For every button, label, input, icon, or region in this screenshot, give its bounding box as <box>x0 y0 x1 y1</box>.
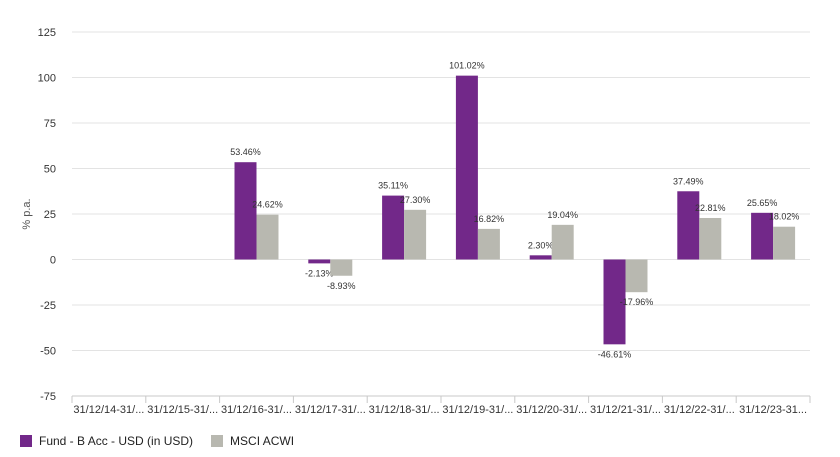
data-label-index: 27.30% <box>400 195 431 205</box>
y-tick-label: -25 <box>40 300 56 312</box>
bar-index <box>256 214 279 260</box>
bar-fund <box>234 162 257 260</box>
bar-fund <box>308 259 331 264</box>
data-label-index: 16.82% <box>474 214 505 224</box>
legend-swatch-index <box>211 435 224 447</box>
x-tick-label: 31/12/16-31/... <box>221 404 292 416</box>
x-tick-label: 31/12/22-31/... <box>664 404 735 416</box>
y-tick-label: 100 <box>38 73 56 85</box>
bar-fund <box>455 75 478 260</box>
bar-fund <box>382 195 405 260</box>
x-tick-label: 31/12/19-31/... <box>442 404 513 416</box>
legend-item-index[interactable]: MSCI ACWI <box>211 434 294 448</box>
legend-item-fund[interactable]: Fund - B Acc - USD (in USD) <box>20 434 193 448</box>
y-tick-label: 75 <box>44 118 56 130</box>
y-tick-label: 25 <box>44 209 56 221</box>
bar-fund <box>751 212 774 260</box>
data-label-index: 18.02% <box>769 212 800 222</box>
bar-chart: -75 -50 -25 0 25 50 75 100 125 % p.a. 31/12/14-31/… <box>21 27 811 416</box>
data-label-index: 22.81% <box>695 203 726 213</box>
data-label-fund: -2.13% <box>305 268 334 278</box>
y-tick-label: -75 <box>40 391 56 403</box>
legend-swatch-fund <box>20 435 32 447</box>
data-label-fund: 2.30% <box>528 240 554 250</box>
x-tick-label: 31/12/15-31/... <box>147 404 218 416</box>
data-label-fund: -46.61% <box>598 349 632 359</box>
legend-label-index: MSCI ACWI <box>230 434 295 448</box>
legend: Fund - B Acc - USD (in USD) MSCI ACWI <box>20 434 312 448</box>
bar-index <box>477 228 500 260</box>
data-label-index: 19.04% <box>547 210 578 220</box>
x-tick-label: 31/12/23-31... <box>739 404 807 416</box>
y-tick-label: 125 <box>38 27 56 39</box>
bar-fund <box>677 191 700 260</box>
data-label-fund: 53.46% <box>230 147 261 157</box>
bar-index <box>773 226 796 260</box>
data-label-fund: 101.02% <box>449 61 485 71</box>
y-tick-label: -50 <box>40 346 56 358</box>
y-tick-label: 50 <box>44 164 56 176</box>
x-tick-label: 31/12/14-31/... <box>73 404 144 416</box>
bar-index <box>404 209 427 260</box>
x-tick-label: 31/12/20-31/... <box>516 404 587 416</box>
data-label-fund: 25.65% <box>747 198 778 208</box>
y-axis-label: % p.a. <box>21 198 33 229</box>
data-label-index: -17.96% <box>620 297 654 307</box>
bar-fund <box>529 255 552 260</box>
x-tick-label: 31/12/21-31/... <box>590 404 661 416</box>
bar-index <box>625 259 648 293</box>
legend-label-fund: Fund - B Acc - USD (in USD) <box>39 434 194 448</box>
data-label-index: -8.93% <box>327 281 356 291</box>
bar-index <box>551 224 574 260</box>
bar-fund <box>603 259 626 345</box>
data-label-fund: 35.11% <box>378 181 408 191</box>
data-label-fund: 37.49% <box>673 176 704 186</box>
x-tick-label: 31/12/18-31/... <box>369 404 440 416</box>
bar-index <box>699 217 722 260</box>
x-tick-label: 31/12/17-31/... <box>295 404 366 416</box>
y-tick-label: 0 <box>50 255 56 267</box>
bar-index <box>330 259 353 276</box>
data-label-index: 24.62% <box>252 200 283 210</box>
